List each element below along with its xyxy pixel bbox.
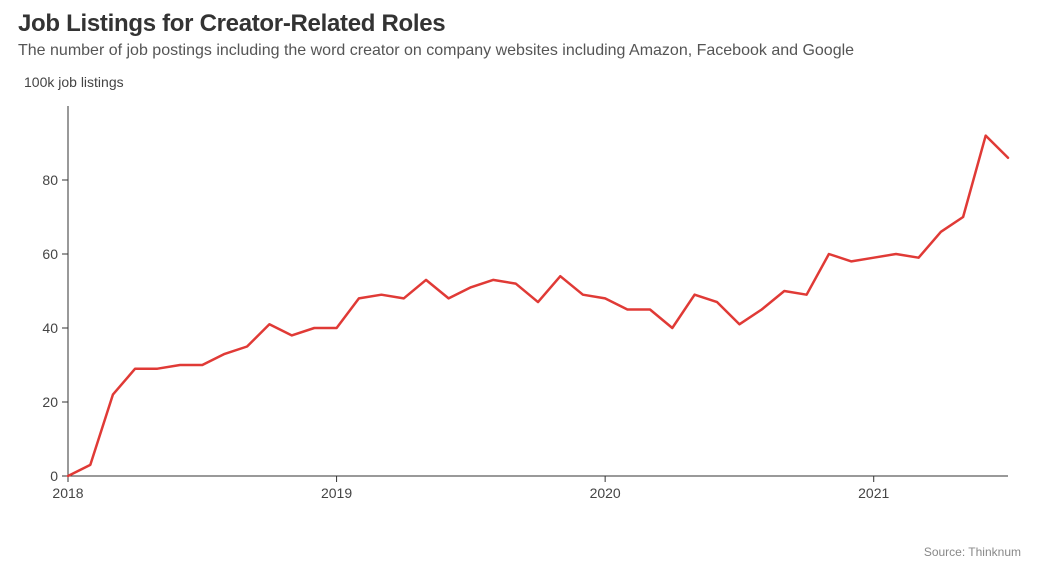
- x-tick-label: 2021: [858, 485, 889, 501]
- chart-title: Job Listings for Creator-Related Roles: [18, 10, 1023, 38]
- chart-source: Source: Thinknum: [924, 545, 1021, 559]
- y-tick-label: 40: [42, 320, 58, 336]
- chart-container: Job Listings for Creator-Related Roles T…: [0, 0, 1041, 565]
- x-tick-label: 2018: [52, 485, 83, 501]
- y-tick-label: 20: [42, 394, 58, 410]
- line-chart-svg: 0 20 40 60 80 2018 2019 2020 2021: [18, 96, 1018, 516]
- series-line-job-listings: [68, 136, 1008, 476]
- y-axis-title: 100k job listings: [24, 74, 1023, 90]
- y-tick-label: 80: [42, 172, 58, 188]
- chart-plot-area: 0 20 40 60 80 2018 2019 2020 2021: [18, 96, 1018, 516]
- x-tick-label: 2020: [590, 485, 621, 501]
- x-tick-label: 2019: [321, 485, 352, 501]
- y-tick-label: 0: [50, 468, 58, 484]
- y-tick-label: 60: [42, 246, 58, 262]
- chart-subtitle: The number of job postings including the…: [18, 42, 1023, 60]
